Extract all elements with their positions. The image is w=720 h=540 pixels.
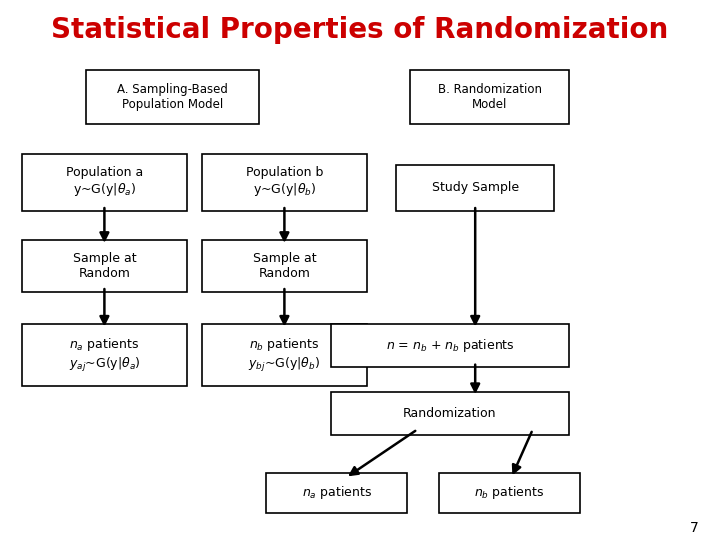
Text: Population b
y~G(y|$\theta_b$): Population b y~G(y|$\theta_b$) <box>246 166 323 198</box>
Text: Randomization: Randomization <box>403 407 497 420</box>
Text: Statistical Properties of Randomization: Statistical Properties of Randomization <box>51 16 669 44</box>
FancyBboxPatch shape <box>439 472 580 513</box>
Text: $n_b$ patients: $n_b$ patients <box>474 484 544 501</box>
FancyBboxPatch shape <box>410 70 569 124</box>
FancyBboxPatch shape <box>22 324 187 386</box>
Text: $n_a$ patients: $n_a$ patients <box>302 484 372 501</box>
Text: Sample at
Random: Sample at Random <box>73 252 136 280</box>
FancyBboxPatch shape <box>202 324 367 386</box>
Text: A. Sampling-Based
Population Model: A. Sampling-Based Population Model <box>117 83 228 111</box>
Text: $n_a$ patients
$y_{aj}$~G(y|$\theta_a$): $n_a$ patients $y_{aj}$~G(y|$\theta_a$) <box>68 336 140 374</box>
Text: Sample at
Random: Sample at Random <box>253 252 316 280</box>
Text: 7: 7 <box>690 521 698 535</box>
Text: $n_b$ patients
$y_{bj}$~G(y|$\theta_b$): $n_b$ patients $y_{bj}$~G(y|$\theta_b$) <box>248 336 320 374</box>
Text: Study Sample: Study Sample <box>431 181 519 194</box>
Text: B. Randomization
Model: B. Randomization Model <box>438 83 541 111</box>
FancyBboxPatch shape <box>86 70 259 124</box>
FancyBboxPatch shape <box>22 154 187 211</box>
Text: Population a
y~G(y|$\theta_a$): Population a y~G(y|$\theta_a$) <box>66 166 143 198</box>
Text: $n$ = $n_b$ + $n_b$ patients: $n$ = $n_b$ + $n_b$ patients <box>386 337 514 354</box>
FancyBboxPatch shape <box>331 324 569 367</box>
FancyBboxPatch shape <box>202 154 367 211</box>
FancyBboxPatch shape <box>202 240 367 292</box>
FancyBboxPatch shape <box>396 165 554 211</box>
FancyBboxPatch shape <box>266 472 407 513</box>
FancyBboxPatch shape <box>331 392 569 435</box>
FancyBboxPatch shape <box>22 240 187 292</box>
